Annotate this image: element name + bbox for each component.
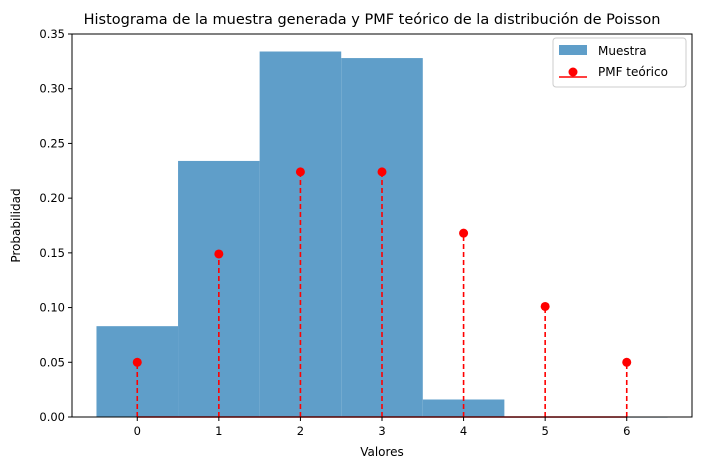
y-tick-label-6: 0.30 [39,82,65,96]
histogram-bars [96,51,668,418]
pmf-marker-5 [540,301,550,311]
y-tick-label-2: 0.10 [39,301,65,315]
x-tick-label-4: 4 [460,424,467,438]
x-tick-label-3: 3 [378,424,385,438]
y-tick-label-7: 0.35 [39,27,65,41]
legend: Muestra PMF teórico [552,37,687,88]
x-tick-label-0: 0 [134,424,141,438]
pmf-marker-4 [459,228,469,238]
y-tick-label-4: 0.20 [39,191,65,205]
chart-title: Histograma de la muestra generada y PMF … [84,12,661,28]
y-tick-label-3: 0.15 [39,246,65,260]
pmf-marker-2 [295,167,305,177]
x-axis-ticks: 0 1 2 3 4 5 6 [134,417,630,438]
pmf-marker-3 [377,167,387,177]
x-tick-label-6: 6 [623,424,630,438]
legend-patch-muestra [559,45,587,55]
histogram-bar-0 [96,326,179,417]
y-axis-label: Probabilidad [9,188,23,262]
y-tick-label-0: 0.00 [39,410,65,424]
x-tick-label-2: 2 [297,424,304,438]
pmf-marker-1 [214,249,224,259]
x-tick-label-5: 5 [541,424,548,438]
pmf-marker-0 [132,357,142,367]
y-tick-label-1: 0.05 [39,355,65,369]
legend-label-pmf: PMF teórico [598,65,668,79]
pmf-marker-6 [622,357,632,367]
legend-marker-pmf [568,67,578,77]
y-tick-label-5: 0.25 [39,136,65,150]
x-axis-label: Valores [360,445,404,459]
x-tick-label-1: 1 [215,424,222,438]
y-axis-ticks: 0.00 0.05 0.10 0.15 0.20 0.25 0.30 0.35 [39,27,72,424]
histogram-bar-2 [259,51,342,417]
legend-label-muestra: Muestra [598,44,647,58]
